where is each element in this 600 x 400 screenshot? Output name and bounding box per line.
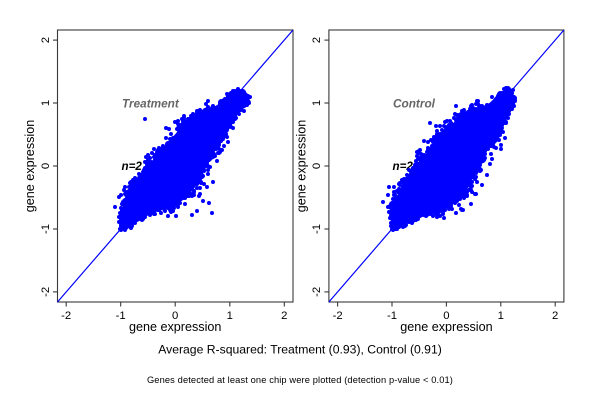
svg-text:Average R-squared: Treatment (: Average R-squared: Treatment (0.93), Con… xyxy=(158,343,442,357)
svg-text:0: 0 xyxy=(40,163,52,169)
svg-text:1: 1 xyxy=(40,100,52,106)
svg-text:-2: -2 xyxy=(40,287,52,297)
svg-text:0: 0 xyxy=(443,310,449,322)
svg-text:2: 2 xyxy=(281,310,287,322)
svg-text:Control: Control xyxy=(393,96,436,110)
svg-text:gene expression: gene expression xyxy=(129,320,221,334)
svg-text:-1: -1 xyxy=(311,224,323,234)
svg-text:gene expression: gene expression xyxy=(23,120,37,212)
svg-text:gene expression: gene expression xyxy=(295,120,309,212)
svg-text:1: 1 xyxy=(498,310,504,322)
svg-text:-2: -2 xyxy=(61,310,71,322)
svg-text:-1: -1 xyxy=(40,224,52,234)
svg-text:-2: -2 xyxy=(311,287,323,297)
svg-text:Genes detected at least one ch: Genes detected at least one chip were pl… xyxy=(147,375,453,385)
svg-text:1: 1 xyxy=(311,100,323,106)
svg-text:Treatment: Treatment xyxy=(122,96,180,110)
svg-text:-1: -1 xyxy=(387,310,397,322)
svg-text:2: 2 xyxy=(40,37,52,43)
svg-text:-2: -2 xyxy=(333,310,343,322)
svg-text:2: 2 xyxy=(552,310,558,322)
svg-text:n=2: n=2 xyxy=(122,160,143,173)
svg-text:1: 1 xyxy=(227,310,233,322)
svg-text:0: 0 xyxy=(172,310,178,322)
svg-text:gene expression: gene expression xyxy=(400,320,492,334)
svg-text:-1: -1 xyxy=(116,310,126,322)
svg-text:0: 0 xyxy=(311,163,323,169)
svg-text:2: 2 xyxy=(311,37,323,43)
